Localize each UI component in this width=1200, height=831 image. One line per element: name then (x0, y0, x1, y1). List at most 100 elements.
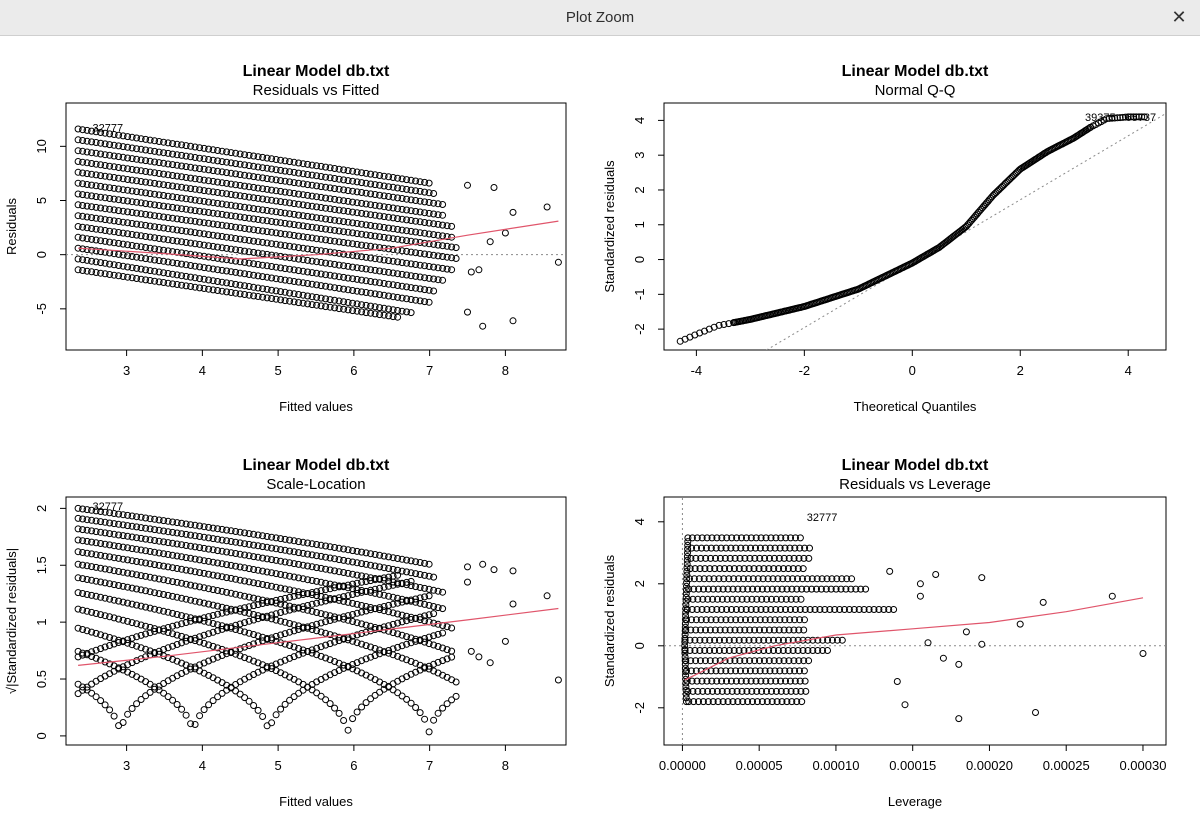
leverage-point (732, 544, 740, 552)
residual-point (304, 223, 312, 231)
scale-point (340, 569, 348, 576)
residual-point (403, 227, 411, 235)
scale-point (394, 643, 402, 651)
residual-point (218, 189, 226, 197)
residual-point (196, 263, 204, 271)
scale-point (385, 553, 393, 561)
residual-point (358, 241, 366, 249)
scale-point (142, 524, 150, 532)
scale-point (313, 609, 321, 616)
scale-point (92, 528, 100, 536)
leverage-point (682, 672, 690, 680)
leverage-point (751, 626, 759, 634)
scale-point (268, 533, 276, 541)
leverage-point (732, 677, 740, 685)
scale-point (425, 601, 433, 609)
scale-point (398, 579, 406, 587)
residual-point (281, 177, 289, 185)
close-icon[interactable]: ✕ (1171, 7, 1187, 27)
leverage-point (718, 687, 726, 695)
scale-point (380, 564, 388, 572)
scale-point (92, 654, 100, 662)
residual-point (313, 258, 321, 266)
scale-point (205, 557, 213, 565)
scale-point (182, 580, 190, 588)
residual-point (272, 287, 280, 295)
leverage-point (714, 585, 722, 593)
residual-point (389, 235, 397, 243)
scale-point (196, 569, 204, 577)
leverage-point (746, 626, 754, 634)
leverage-point (795, 657, 803, 665)
leverage-point (801, 677, 809, 685)
scale-point (119, 555, 127, 563)
leverage-point (738, 534, 745, 542)
scale-point (430, 641, 438, 649)
residual-point (407, 309, 415, 317)
residual-point (295, 267, 303, 275)
residual-point (88, 160, 96, 167)
residual-point (412, 238, 420, 246)
scale-point (344, 546, 352, 554)
residual-point (367, 302, 375, 310)
scale-point (173, 552, 181, 560)
leverage-point (746, 667, 754, 675)
scale-point (106, 595, 114, 603)
scale-point (137, 602, 145, 610)
residual-point (394, 225, 402, 233)
scale-point (385, 582, 393, 590)
residual-point (322, 248, 330, 255)
y-axis-label: √|Standardized residuals| (4, 548, 19, 694)
leverage-point (702, 626, 709, 634)
residual-point (358, 230, 366, 238)
scale-point (286, 593, 294, 601)
leverage-point (781, 544, 789, 552)
residual-point (394, 194, 402, 202)
residual-point (326, 195, 334, 203)
residual-point (214, 278, 222, 285)
residual-point (362, 200, 370, 208)
scale-point (178, 553, 186, 561)
scale-point (133, 534, 141, 542)
leverage-point (720, 647, 728, 654)
residual-point (142, 168, 150, 175)
residual-point (299, 191, 307, 199)
residual-point (371, 232, 379, 240)
leverage-point (719, 698, 727, 706)
residual-point (155, 212, 163, 220)
leverage-point (808, 585, 816, 593)
scale-point (299, 624, 307, 632)
scale-point (272, 667, 280, 675)
scale-point (160, 627, 168, 635)
residual-point (322, 173, 330, 181)
residual-point (160, 181, 168, 189)
residual-point (380, 304, 388, 312)
residual-point (313, 162, 321, 170)
residual-point (169, 193, 177, 201)
leverage-point (681, 646, 689, 653)
residual-point (119, 240, 127, 248)
residual-point (88, 246, 96, 254)
residual-point (259, 273, 267, 281)
scale-point (322, 553, 330, 561)
residual-point (290, 290, 298, 298)
scale-point (133, 633, 141, 641)
residual-point (187, 163, 195, 171)
residual-point (227, 180, 235, 188)
scale-point (187, 554, 195, 562)
leverage-point (749, 698, 756, 706)
scale-point (308, 646, 316, 654)
scale-point (178, 659, 186, 667)
scale-point (421, 559, 429, 567)
scale-point (263, 581, 271, 589)
residual-point (398, 247, 406, 255)
residual-point (241, 270, 249, 278)
leverage-point (682, 605, 690, 613)
scale-point (349, 570, 357, 578)
scale-point (79, 549, 87, 556)
scale-point (385, 592, 393, 600)
scale-point (106, 566, 114, 574)
scale-point (133, 571, 141, 579)
scale-point (160, 591, 168, 598)
scale-point (223, 548, 231, 556)
